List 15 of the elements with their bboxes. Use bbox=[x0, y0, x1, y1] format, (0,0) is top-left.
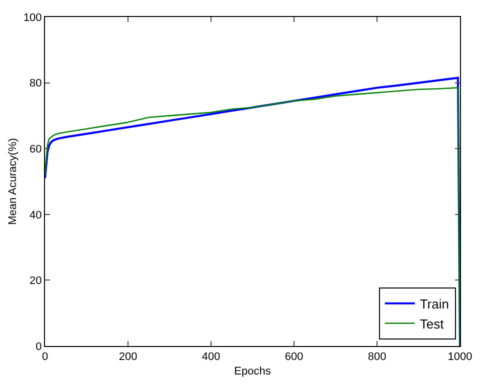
y-tick-label: 40 bbox=[30, 209, 42, 222]
x-tick-label: 600 bbox=[284, 351, 304, 364]
x-tick-label: 200 bbox=[118, 351, 138, 364]
y-axis-title: Mean Acuracy(%) bbox=[7, 138, 20, 225]
legend-label: Train bbox=[420, 296, 449, 312]
y-tick-label: 80 bbox=[30, 78, 42, 90]
x-tick-label: 1000 bbox=[448, 351, 472, 364]
x-tick-label: 400 bbox=[202, 351, 220, 364]
x-tick-label: 800 bbox=[368, 351, 386, 364]
x-axis-title: Epochs bbox=[234, 365, 272, 378]
y-tick-label: 0 bbox=[36, 340, 42, 353]
y-tick-label: 100 bbox=[23, 12, 42, 24]
y-tick-label: 60 bbox=[30, 143, 42, 156]
y-tick-label: 20 bbox=[30, 275, 42, 288]
legend-label: Test bbox=[420, 316, 444, 332]
